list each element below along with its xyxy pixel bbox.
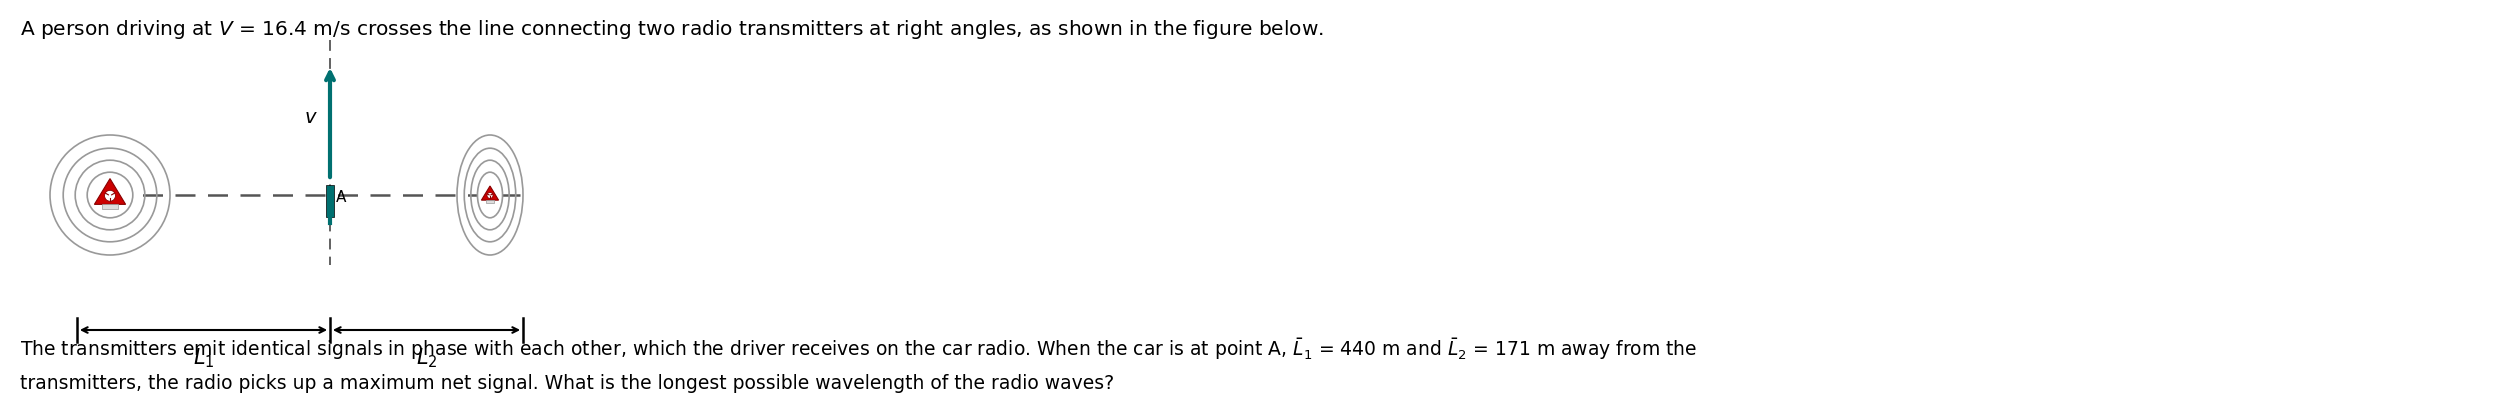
- Text: The transmitters emit identical signals in phase with each other, which the driv: The transmitters emit identical signals …: [20, 336, 1698, 362]
- Polygon shape: [482, 186, 499, 200]
- Polygon shape: [95, 179, 125, 204]
- Text: $v$: $v$: [303, 108, 319, 126]
- Ellipse shape: [487, 192, 494, 199]
- Ellipse shape: [477, 172, 502, 218]
- Text: A person driving at $\mathit{V}$ = 16.4 m/s crosses the line connecting two radi: A person driving at $\mathit{V}$ = 16.4 …: [20, 18, 1324, 41]
- Bar: [326, 185, 334, 217]
- Bar: [103, 204, 118, 209]
- Ellipse shape: [88, 172, 133, 218]
- Text: $L_1$: $L_1$: [193, 346, 213, 370]
- Text: transmitters, the radio picks up a maximum net signal. What is the longest possi: transmitters, the radio picks up a maxim…: [20, 374, 1114, 393]
- Bar: [487, 200, 494, 203]
- Text: $L_2$: $L_2$: [416, 346, 436, 370]
- Ellipse shape: [105, 190, 115, 201]
- Text: A: A: [336, 190, 346, 205]
